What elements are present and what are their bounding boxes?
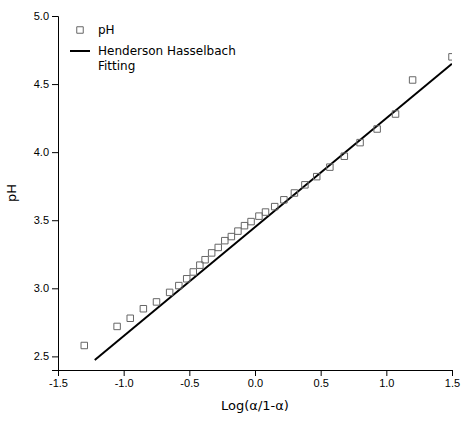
legend-swatch [77, 27, 83, 33]
tick-label: 2.5 [34, 350, 49, 362]
point [357, 139, 363, 145]
tick-label: 5.0 [34, 10, 49, 22]
tick: 5.0 [34, 10, 58, 22]
tick-mark [52, 288, 58, 289]
point [241, 222, 247, 228]
tick-mark [386, 370, 387, 376]
tick-mark [52, 220, 58, 221]
tick: 4.5 [34, 78, 58, 90]
tick-label: 4.5 [34, 78, 49, 90]
legend: pH Henderson HasselbachFitting [70, 23, 236, 73]
plot: -1.5 -1.0 -0.5 0.0 0.5 1.0 1.5 2.5 3.0 3.5 4.0 4.5 5… [34, 10, 460, 389]
tick-label: 1.5 [445, 377, 460, 389]
tick: 2.5 [34, 350, 58, 362]
fit-line [95, 64, 452, 360]
tick-mark [452, 370, 453, 376]
point [313, 173, 319, 179]
point [208, 250, 214, 256]
point [190, 269, 196, 275]
tick: 0.0 [248, 370, 263, 389]
point [114, 323, 120, 329]
point [302, 182, 308, 188]
tick: 0.5 [314, 370, 329, 389]
point [256, 213, 262, 219]
point [248, 218, 254, 224]
point [176, 282, 182, 288]
legend-item: Henderson HasselbachFitting [70, 44, 236, 73]
legend-swatch [70, 50, 90, 52]
point [291, 190, 297, 196]
legend-item: pH [77, 23, 115, 37]
tick-label: 3.0 [34, 282, 49, 294]
tick-mark [321, 370, 322, 376]
point [140, 305, 146, 311]
axis-line [59, 371, 453, 377]
point [327, 164, 333, 170]
tick-mark [189, 370, 190, 376]
point [81, 342, 87, 348]
tick-mark [52, 356, 58, 357]
tick-label: 3.5 [34, 214, 49, 226]
tick-label: -0.5 [180, 377, 199, 389]
point [281, 197, 287, 203]
tick-label: 0.5 [314, 377, 329, 389]
point [166, 289, 172, 295]
tick-mark [124, 370, 125, 376]
tick-mark [52, 16, 58, 17]
point [271, 203, 277, 209]
tick: 4.0 [34, 146, 58, 158]
point [228, 233, 234, 239]
tick: -1.5 [49, 370, 68, 389]
tick: -1.0 [115, 370, 134, 389]
x-axis: -1.5 -1.0 -0.5 0.0 0.5 1.0 1.5 [49, 370, 460, 389]
tick-label: 0.0 [248, 377, 263, 389]
point [341, 153, 347, 159]
point [262, 209, 268, 215]
point [127, 315, 133, 321]
point [235, 228, 241, 234]
point [374, 126, 380, 132]
tick: 3.5 [34, 214, 58, 226]
tick: 1.0 [379, 370, 394, 389]
legend-label: Henderson HasselbachFitting [98, 44, 236, 73]
point [222, 237, 228, 243]
tick-label: 4.0 [34, 146, 49, 158]
point [153, 299, 159, 305]
axis-line [52, 17, 59, 371]
legend-label: pH [98, 23, 115, 37]
point [409, 77, 415, 83]
marks [81, 54, 452, 360]
point [449, 54, 452, 60]
tick-mark [255, 370, 256, 376]
tick: 1.5 [445, 370, 460, 389]
point [183, 276, 189, 282]
tick-mark [52, 152, 58, 153]
tick: 3.0 [34, 282, 58, 294]
tick-label: 1.0 [379, 377, 394, 389]
x-axis-title: Log(α/1-α) [221, 398, 289, 413]
tick-label: -1.0 [115, 377, 134, 389]
point [392, 111, 398, 117]
point [215, 244, 221, 250]
tick-mark [52, 84, 58, 85]
tick-label: -1.5 [49, 377, 68, 389]
chart: -1.5 -1.0 -0.5 0.0 0.5 1.0 1.5 2.5 3.0 3.5 4.0 4.5 5… [0, 0, 474, 422]
y-axis: 2.5 3.0 3.5 4.0 4.5 5.0 [34, 10, 59, 370]
point [202, 256, 208, 262]
tick: -0.5 [180, 370, 199, 389]
y-axis-title: pH [4, 184, 19, 202]
